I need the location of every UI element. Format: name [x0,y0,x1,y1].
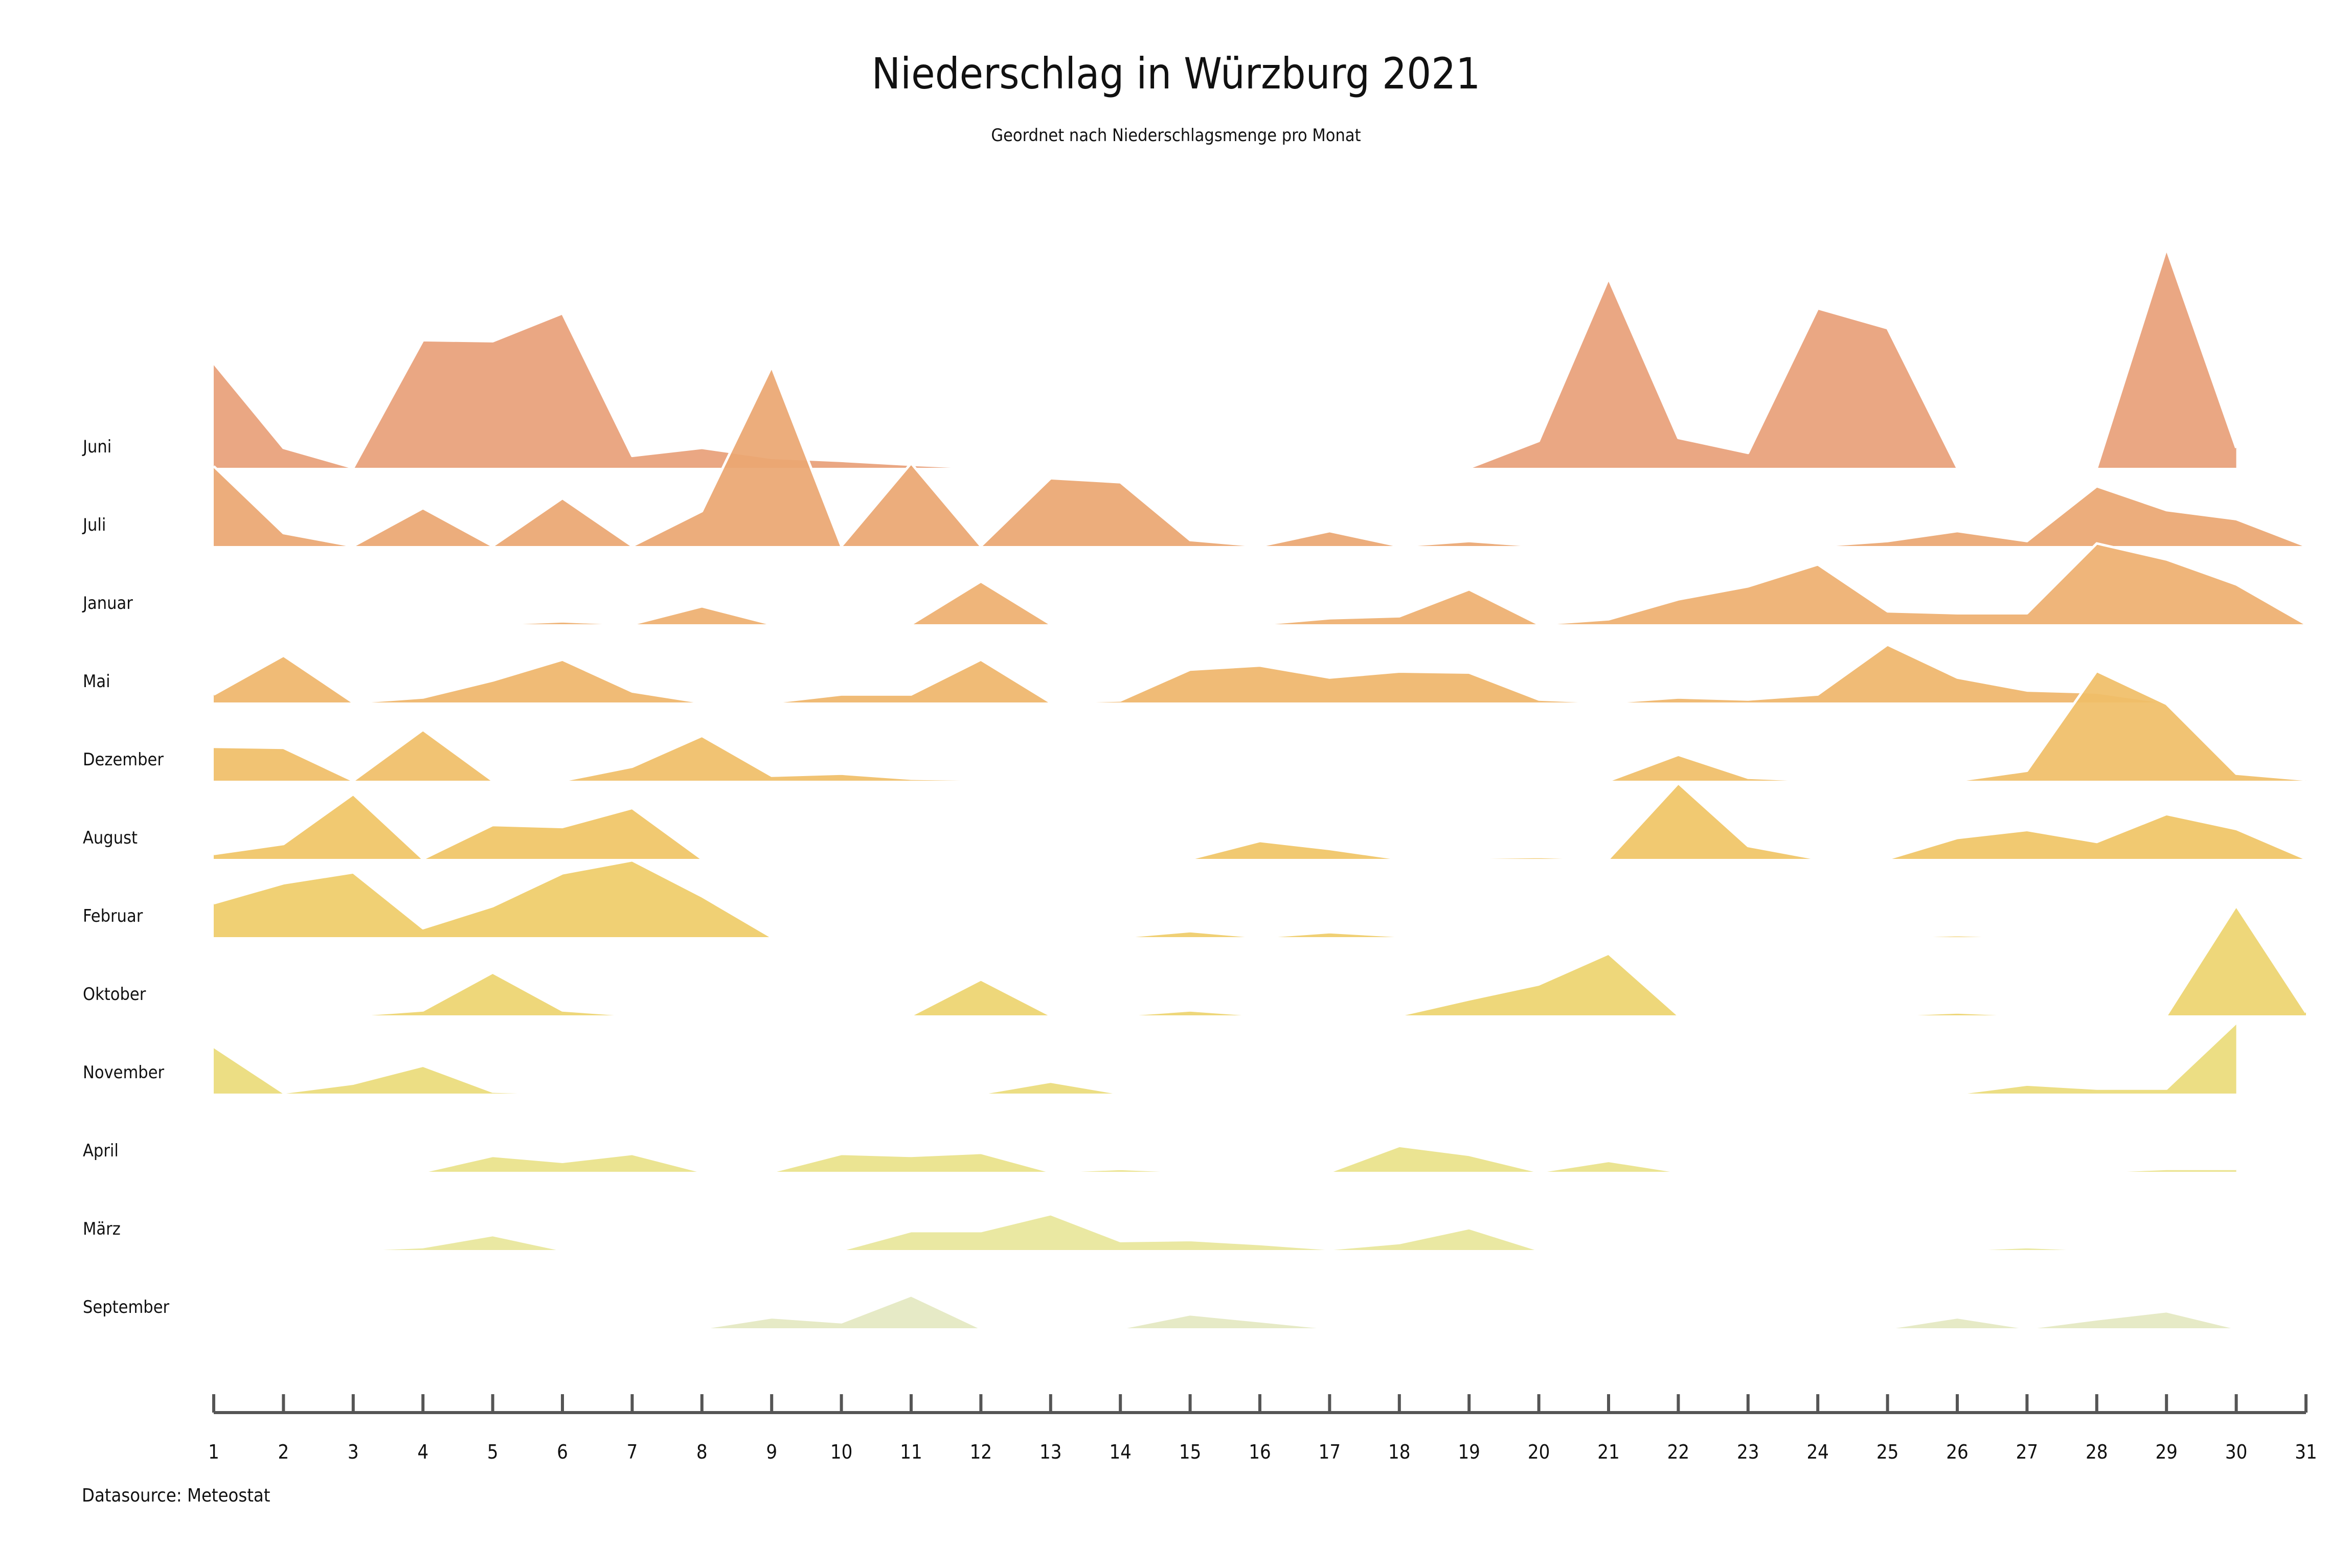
x-tick-label: 19 [1458,1441,1480,1463]
ridge-dezember [213,670,2306,782]
ridge-september [214,1294,2237,1330]
month-label: April [83,1141,119,1161]
month-label: Juli [82,515,106,535]
ridge-area [214,1146,2236,1172]
x-tick-label: 30 [2225,1441,2248,1463]
ridge-area [214,1295,2236,1328]
ridge-area [214,543,2306,624]
ridge-januar [214,542,2307,626]
month-label: Juni [82,437,111,457]
x-tick-label: 6 [557,1441,568,1463]
x-tick-label: 3 [348,1441,359,1463]
x-tick-label: 9 [766,1441,777,1463]
ridge-outline [214,1213,2306,1252]
ridge-outline [213,643,2306,704]
ridge-juli [213,365,2306,548]
month-label: September [83,1297,170,1317]
x-tick-label: 29 [2155,1441,2178,1463]
month-label: August [83,828,138,848]
month-label: Februar [83,906,143,926]
x-tick-label: 12 [970,1441,992,1463]
ridge-outline [213,247,2237,469]
ridge-juni [213,247,2237,469]
x-tick-label: 23 [1737,1441,1759,1463]
x-tick-label: 22 [1667,1441,1690,1463]
month-label: Oktober [83,984,146,1005]
ridge-area [214,1022,2236,1094]
ridge-outline [214,1144,2236,1173]
x-tick-label: 31 [2295,1441,2317,1463]
x-axis: 1 2 3 4 5 6 7 8 9 10 11 12 13 14 15 16 17 18 19 20 21 22 23 24 2… [208,1394,2317,1463]
chart-title: Niederschlag in Würzburg 2021 [871,49,1481,99]
ridge-area [214,367,2306,546]
x-tick-label: 20 [1528,1441,1550,1463]
ridge-november [213,1021,2237,1095]
x-tick-label: 25 [1876,1441,1899,1463]
month-labels: Juni Juli Januar Mai Dezember August Februar Ok… [82,437,170,1317]
ridges [213,247,2308,1330]
x-tick-label: 18 [1388,1441,1411,1463]
x-tick-label: 2 [278,1441,289,1463]
chart-subtitle: Geordnet nach Niederschlagsmenge pro Mon… [991,125,1361,146]
ridge-oktober [214,904,2308,1017]
ridge-area [214,860,2306,937]
x-tick-label: 1 [208,1441,219,1463]
ridge-area [214,671,2306,781]
x-tick-label: 10 [830,1441,853,1463]
x-tick-label: 17 [1319,1441,1341,1463]
ridge-outline [213,1021,2237,1095]
x-tick-label: 4 [417,1441,428,1463]
month-label: Mai [83,671,110,692]
ridge-april [214,1144,2236,1173]
x-tick-label: 5 [487,1441,499,1463]
x-tick-label: 14 [1109,1441,1132,1463]
ridge-area [214,783,2306,859]
month-label: Dezember [83,749,164,770]
ridge-februar [213,859,2306,939]
x-tick-label: 11 [900,1441,922,1463]
x-tick-label: 27 [2016,1441,2039,1463]
x-tick-label: 28 [2086,1441,2108,1463]
ridge-outline [213,365,2306,548]
ridge-outline [213,782,2306,860]
x-tick-label: 8 [696,1441,708,1463]
ridge-outline [214,542,2307,626]
x-tick-label: 13 [1039,1441,1062,1463]
ridge-outline [214,904,2308,1017]
x-tick-label: 21 [1597,1441,1620,1463]
x-tick-label: 15 [1179,1441,1202,1463]
month-label: Januar [82,593,133,613]
x-tick-label: 24 [1806,1441,1829,1463]
x-tick-label: 7 [627,1441,638,1463]
x-tick-label: 16 [1249,1441,1271,1463]
x-tick-label: 26 [1946,1441,1969,1463]
ridge-area [214,644,2306,702]
ridge-outline [213,859,2306,939]
ridge-mai [213,643,2306,704]
ridge-area [214,248,2236,468]
ridge-outline [213,670,2306,782]
ridge-outline [214,1294,2237,1330]
data-source: Datasource: Meteostat [82,1485,270,1506]
ridge-märz [214,1213,2306,1252]
month-label: November [83,1062,165,1083]
ridge-august [213,782,2306,860]
month-label: März [83,1219,121,1239]
